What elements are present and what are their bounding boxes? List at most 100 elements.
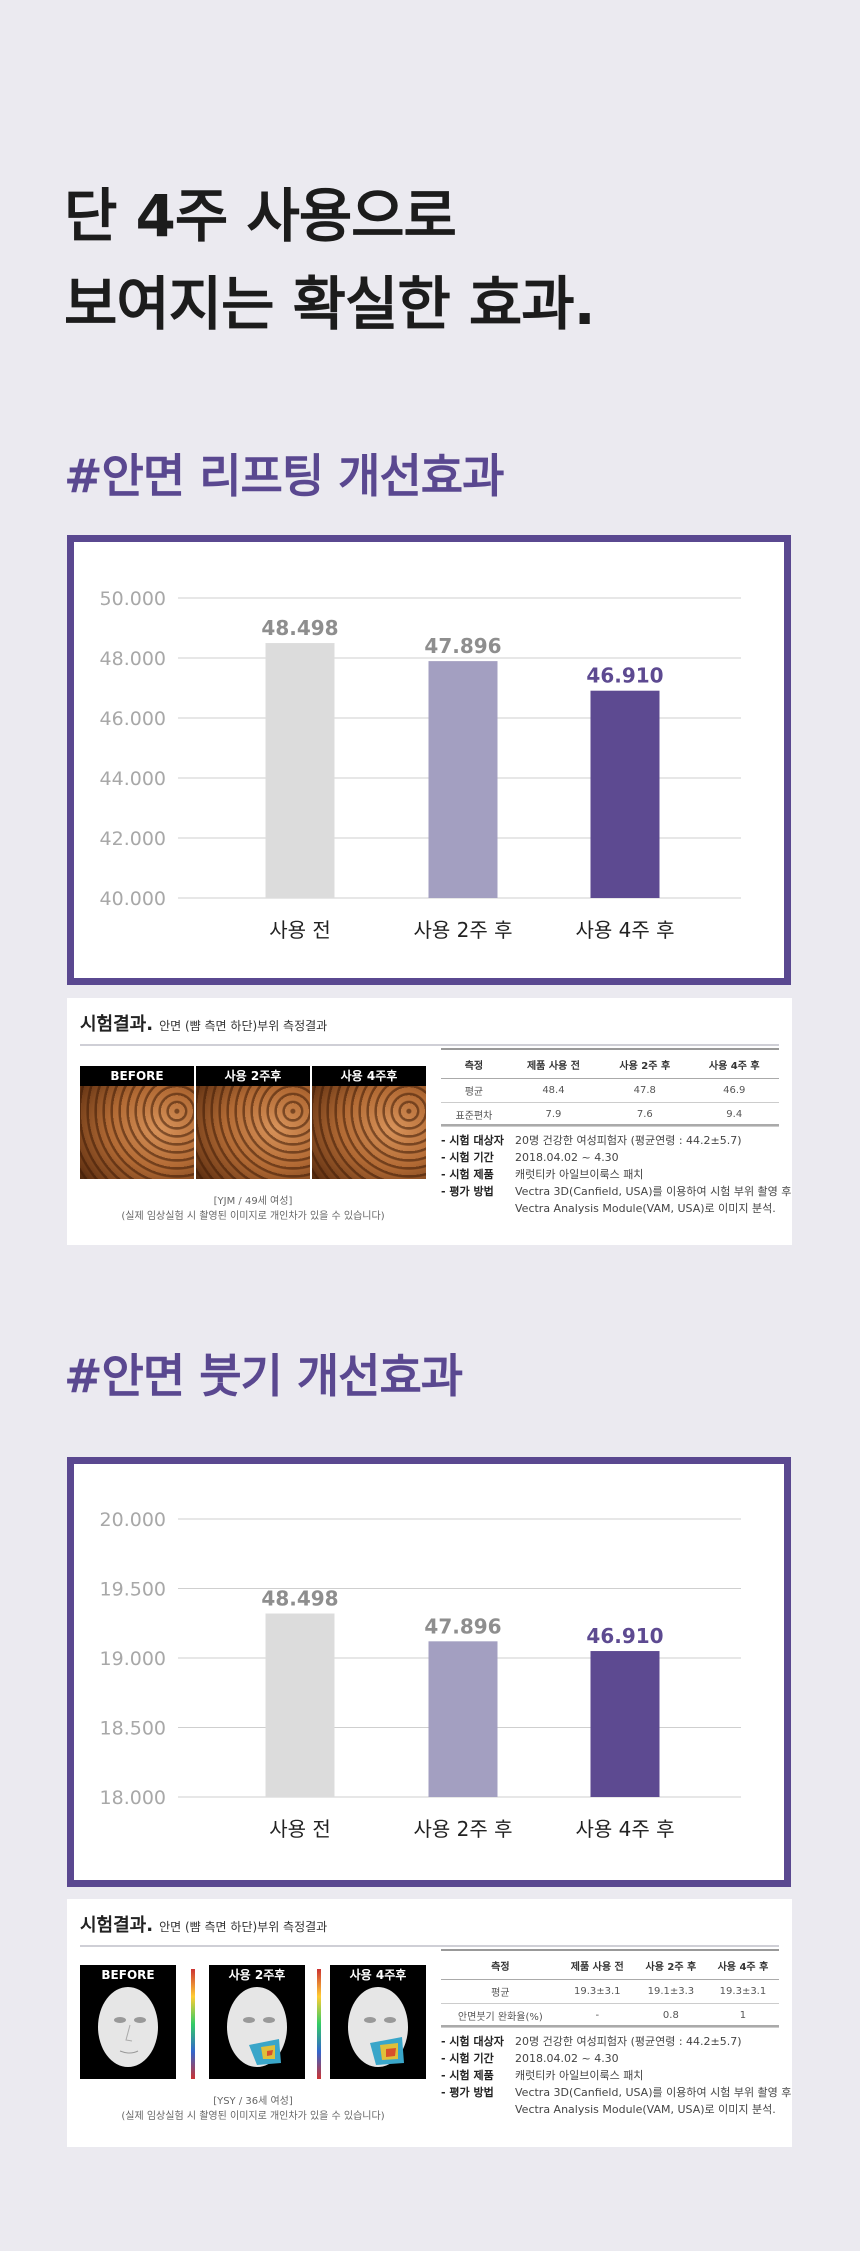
info-value: 2018.04.02 ~ 4.30	[515, 2052, 619, 2065]
bar	[428, 1641, 498, 1797]
section-title-lifting: #안면 리프팅 개선효과	[64, 449, 504, 503]
y-tick-label: 19.500	[100, 1579, 166, 1601]
info-row: - 시험 기간 2018.04.02 ~ 4.30	[441, 1149, 791, 1166]
info-divider	[441, 2025, 779, 2027]
color-scale-bar	[317, 1969, 321, 2079]
result-title: 시험결과.	[80, 1014, 154, 1035]
bar	[265, 1613, 335, 1797]
info-row: - 평가 방법 Vectra 3D(Canfield, USA)를 이용하여 시험…	[441, 2084, 791, 2101]
info-row: - 시험 기간 2018.04.02 ~ 4.30	[441, 2050, 791, 2067]
info-value: 2018.04.02 ~ 4.30	[515, 1151, 619, 1164]
bar	[590, 1651, 660, 1797]
info-key: - 시험 대상자	[441, 1134, 504, 1147]
table-cell: 19.3±3.1	[559, 1979, 635, 2004]
info-row: - 시험 제품 캐럿티카 아일브이룩스 패치	[441, 2067, 791, 2084]
result-title-row: 시험결과. 안면 (뺨 측면 하단)부위 측정결과	[80, 1911, 327, 1937]
data-label: 47.896	[424, 1614, 501, 1638]
y-tick-label: 46.000	[100, 708, 166, 730]
table-cell: 표준편차	[441, 1102, 507, 1127]
y-tick-label: 50.000	[100, 588, 166, 610]
y-tick-label: 19.000	[100, 1648, 166, 1670]
table-row: 표준편차 7.9 7.6 9.4	[441, 1102, 779, 1127]
table-cell: 48.4	[506, 1078, 601, 1103]
y-tick-label: 48.000	[100, 648, 166, 670]
bar	[428, 661, 498, 898]
photo-label: BEFORE	[80, 1066, 194, 1086]
info-value: 20명 건강한 여성피험자 (평균연령 : 44.2±5.7)	[515, 1134, 742, 1147]
photo-caption-subject: [YSY / 36세 여성]	[213, 2096, 293, 2107]
table-cell: 0.8	[634, 2003, 707, 2028]
result-box-swelling: 시험결과. 안면 (뺨 측면 하단)부위 측정결과 BEFORE 사용 2주후	[67, 1899, 792, 2147]
photo-caption-subject: [YJM / 49세 여성]	[213, 1196, 293, 1207]
table-header: 사용 2주 후	[600, 1048, 690, 1079]
info-row: - 평가 방법 Vectra 3D(Canfield, USA)를 이용하여 시험…	[441, 1183, 791, 1200]
info-key: - 시험 기간	[441, 2052, 494, 2065]
info-value: 캐럿티카 아일브이룩스 패치	[515, 2069, 644, 2082]
table-header: 측정	[441, 1949, 560, 1980]
test-info: - 시험 대상자 20명 건강한 여성피험자 (평균연령 : 44.2±5.7) …	[441, 2033, 791, 2118]
info-row: - 시험 제품 캐럿티카 아일브이룩스 패치	[441, 1166, 791, 1183]
info-key: - 평가 방법	[441, 2086, 494, 2099]
photo-caption-note: (실제 임상실험 시 촬영된 이미지로 개인차가 있을 수 있습니다)	[121, 1211, 385, 1222]
color-scale-bar	[191, 1969, 195, 2079]
table-cell: -	[559, 2003, 635, 2028]
result-subtitle: 안면 (뺨 측면 하단)부위 측정결과	[159, 1019, 328, 1033]
y-tick-label: 40.000	[100, 888, 166, 910]
result-divider	[80, 1945, 779, 1947]
data-label: 46.910	[586, 1624, 663, 1648]
bar	[265, 643, 335, 898]
y-tick-label: 18.500	[100, 1718, 166, 1740]
info-row: Vectra Analysis Module(VAM, USA)로 이미지 분석…	[441, 2101, 791, 2118]
table-header: 제품 사용 전	[559, 1949, 635, 1980]
chart-box-lifting: 40.000 42.000 44.000 46.000 48.000 50.000 48.4…	[67, 535, 791, 985]
info-key: - 시험 대상자	[441, 2035, 504, 2048]
table-row: 안면붓기 완화율(%) - 0.8 1	[441, 2003, 779, 2028]
table-cell: 19.1±3.3	[634, 1979, 707, 2004]
data-label: 46.910	[586, 664, 663, 688]
info-key	[441, 2101, 515, 2118]
data-label: 48.498	[261, 1587, 338, 1611]
info-row: Vectra Analysis Module(VAM, USA)로 이미지 분석…	[441, 1200, 791, 1217]
info-value: 20명 건강한 여성피험자 (평균연령 : 44.2±5.7)	[515, 2035, 742, 2048]
result-box-lifting: 시험결과. 안면 (뺨 측면 하단)부위 측정결과 BEFORE 사용 2주후 사…	[67, 998, 792, 1245]
table-cell: 7.9	[506, 1102, 601, 1127]
table-cell: 46.9	[689, 1078, 779, 1103]
photo-caption: [YJM / 49세 여성] (실제 임상실험 시 촬영된 이미지로 개인차가 …	[80, 1194, 426, 1224]
table-cell: 안면붓기 완화율(%)	[441, 2003, 560, 2028]
table-cell: 19.3±3.1	[706, 1979, 779, 2004]
x-category-label: 사용 4주 후	[575, 1817, 674, 1841]
info-value: Vectra 3D(Canfield, USA)를 이용하여 시험 부위 촬영 …	[515, 2086, 792, 2099]
table-header: 사용 4주 후	[689, 1048, 779, 1079]
info-row: - 시험 대상자 20명 건강한 여성피험자 (평균연령 : 44.2±5.7)	[441, 1132, 791, 1149]
info-key	[441, 1200, 515, 1217]
x-category-label: 사용 2주 후	[413, 918, 512, 942]
face-3d-scan-heatmap-icon: 사용 2주후	[209, 1965, 305, 2079]
face-skin-photo-icon: BEFORE	[80, 1066, 194, 1179]
chart-swelling: 18.000 18.500 19.000 19.500 20.000 48.498 사용 전…	[100, 1509, 741, 1841]
measurement-table: 측정 제품 사용 전 사용 2주 후 사용 4주 후 평균 19.3±3.1 1…	[441, 1949, 779, 2028]
x-category-label: 사용 전	[269, 1817, 331, 1841]
y-tick-label: 20.000	[100, 1509, 166, 1531]
info-divider	[441, 1124, 779, 1126]
x-category-label: 사용 전	[269, 918, 331, 942]
y-tick-label: 42.000	[100, 828, 166, 850]
info-value: Vectra 3D(Canfield, USA)를 이용하여 시험 부위 촬영 …	[515, 1185, 792, 1198]
face-skin-photo-icon: 사용 2주후	[196, 1066, 310, 1179]
table-cell: 47.8	[600, 1078, 690, 1103]
table-row: 평균 48.4 47.8 46.9	[441, 1078, 779, 1103]
y-tick-label: 44.000	[100, 768, 166, 790]
result-divider	[80, 1044, 779, 1046]
data-label: 48.498	[261, 616, 338, 640]
photo-label: 사용 2주후	[228, 1968, 286, 1982]
photo-caption: [YSY / 36세 여성] (실제 임상실험 시 촬영된 이미지로 개인차가 …	[80, 2094, 426, 2124]
test-info: - 시험 대상자 20명 건강한 여성피험자 (평균연령 : 44.2±5.7) …	[441, 1132, 791, 1217]
photo-label: 사용 4주후	[312, 1066, 426, 1086]
chart-box-swelling: 18.000 18.500 19.000 19.500 20.000 48.498 사용 전…	[67, 1457, 791, 1887]
info-value: 캐럿티카 아일브이룩스 패치	[515, 1168, 644, 1181]
info-key: - 시험 기간	[441, 1151, 494, 1164]
headline-line-1: 단 4주 사용으로	[64, 182, 457, 250]
headline-line-2: 보여지는 확실한 효과.	[64, 270, 596, 338]
info-key: - 시험 제품	[441, 1168, 494, 1181]
data-label: 47.896	[424, 634, 501, 658]
face-3d-scan-icon: BEFORE	[80, 1965, 176, 2079]
